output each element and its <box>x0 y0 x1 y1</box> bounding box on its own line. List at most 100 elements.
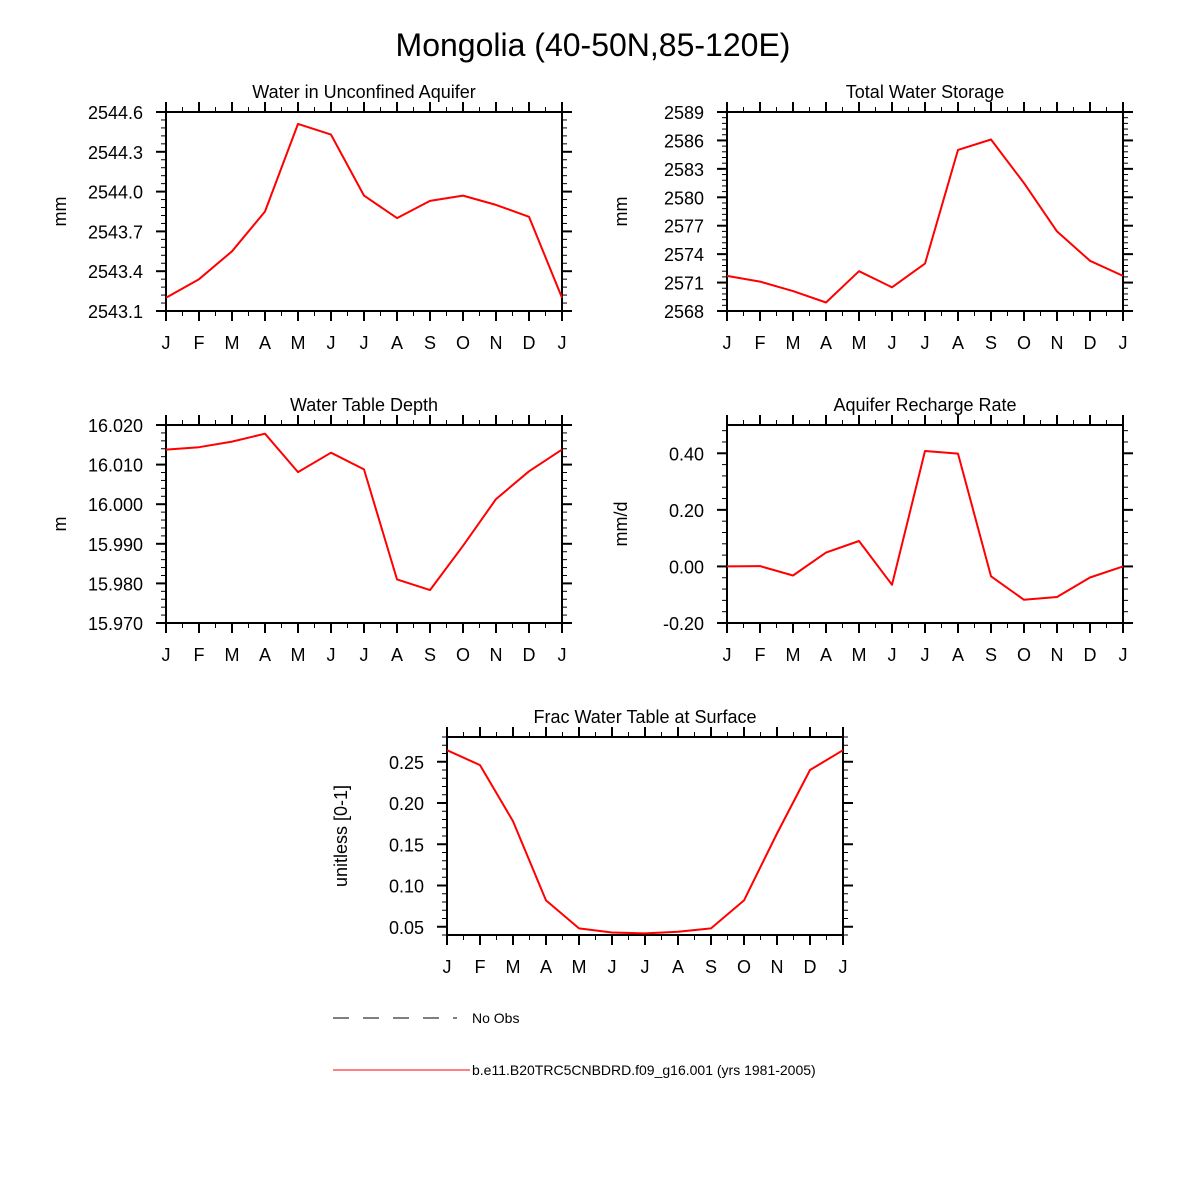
water-table-depth-xtick-label: M <box>225 645 240 665</box>
frac-water-table-at-surface-xtick-label: J <box>839 957 848 977</box>
total-water-storage-ytick-label: 2589 <box>664 103 704 123</box>
water-in-unconfined-aquifer-ytick-label: 2544.3 <box>88 143 143 163</box>
aquifer-recharge-rate-xtick-label: D <box>1084 645 1097 665</box>
aquifer-recharge-rate-ytick-label: 0.20 <box>669 501 704 521</box>
water-table-depth-ytick-label: 16.010 <box>88 456 143 476</box>
water-in-unconfined-aquifer-xtick-label: J <box>327 333 336 353</box>
total-water-storage-xtick-label: N <box>1051 333 1064 353</box>
water-in-unconfined-aquifer-xtick-label: J <box>558 333 567 353</box>
frac-water-table-at-surface-title: Frac Water Table at Surface <box>533 707 756 727</box>
frac-water-table-at-surface-plot-frame <box>446 736 844 936</box>
water-table-depth-ytick-label: 16.000 <box>88 495 143 515</box>
frac-water-table-at-surface-xtick-label: M <box>506 957 521 977</box>
water-in-unconfined-aquifer-ylabel: mm <box>50 197 70 227</box>
water-table-depth-xtick-label: N <box>490 645 503 665</box>
water-in-unconfined-aquifer-ytick-label: 2544.0 <box>88 183 143 203</box>
aquifer-recharge-rate-xtick-label: M <box>786 645 801 665</box>
water-in-unconfined-aquifer-title: Water in Unconfined Aquifer <box>252 82 475 102</box>
frac-water-table-at-surface-xtick-label: S <box>705 957 717 977</box>
frac-water-table-at-surface-ytick-label: 0.15 <box>389 835 424 855</box>
aquifer-recharge-rate-xtick-label: J <box>888 645 897 665</box>
aquifer-recharge-rate-xtick-label: A <box>952 645 964 665</box>
water-in-unconfined-aquifer-series-line-0 <box>165 122 563 299</box>
water-in-unconfined-aquifer-ytick-label: 2543.1 <box>88 302 143 322</box>
total-water-storage-ytick-label: 2577 <box>664 217 704 237</box>
water-in-unconfined-aquifer-ytick-label: 2543.4 <box>88 262 143 282</box>
aquifer-recharge-rate-xtick-label: O <box>1017 645 1031 665</box>
frac-water-table-at-surface-ytick-label: 0.20 <box>389 794 424 814</box>
water-in-unconfined-aquifer-xtick-label: N <box>490 333 503 353</box>
total-water-storage-xtick-label: M <box>852 333 867 353</box>
water-table-depth-title: Water Table Depth <box>290 395 438 415</box>
total-water-storage-series-line-0 <box>726 138 1124 304</box>
total-water-storage-xtick-label: J <box>1119 333 1128 353</box>
total-water-storage-xtick-label: J <box>921 333 930 353</box>
legend-label-no-obs: No Obs <box>472 1010 519 1026</box>
water-in-unconfined-aquifer-xtick-label: M <box>291 333 306 353</box>
water-table-depth-series-line-0 <box>165 432 563 592</box>
total-water-storage-xtick-label: D <box>1084 333 1097 353</box>
frac-water-table-at-surface-xtick-label: D <box>804 957 817 977</box>
aquifer-recharge-rate-ytick-label: 0.00 <box>669 557 704 577</box>
aquifer-recharge-rate-ytick-label: 0.40 <box>669 444 704 464</box>
water-table-depth-ytick-label: 15.980 <box>88 574 143 594</box>
water-table-depth-xtick-label: J <box>360 645 369 665</box>
water-table-depth-xtick-label: J <box>327 645 336 665</box>
panel-frac-water-table-at-surface: Frac Water Table at Surface unitless [0-1… <box>331 707 853 977</box>
legend-label-model: b.e11.B20TRC5CNBDRD.f09_g16.001 (yrs 198… <box>472 1062 816 1078</box>
water-in-unconfined-aquifer-ytick-label: 2544.6 <box>88 103 143 123</box>
figure-title: Mongolia (40-50N,85-120E) <box>396 27 791 63</box>
water-table-depth-xtick-label: O <box>456 645 470 665</box>
water-table-depth-xtick-label: M <box>291 645 306 665</box>
total-water-storage-ytick-label: 2586 <box>664 131 704 151</box>
frac-water-table-at-surface-xtick-label: J <box>641 957 650 977</box>
frac-water-table-at-surface-xtick-label: N <box>771 957 784 977</box>
water-table-depth-ytick-label: 16.020 <box>88 416 143 436</box>
water-table-depth-ytick-label: 15.990 <box>88 535 143 555</box>
frac-water-table-at-surface-ylabel: unitless [0-1] <box>331 785 351 887</box>
frac-water-table-at-surface-ytick-label: 0.25 <box>389 753 424 773</box>
legend: No Obs b.e11.B20TRC5CNBDRD.f09_g16.001 (… <box>333 1010 816 1078</box>
total-water-storage-xtick-label: M <box>786 333 801 353</box>
aquifer-recharge-rate-xtick-label: A <box>820 645 832 665</box>
water-in-unconfined-aquifer-xtick-label: J <box>162 333 171 353</box>
total-water-storage-xtick-label: S <box>985 333 997 353</box>
frac-water-table-at-surface-series-line-0 <box>446 749 844 935</box>
aquifer-recharge-rate-ylabel: mm/d <box>611 502 631 547</box>
aquifer-recharge-rate-series-line-0 <box>726 450 1124 601</box>
frac-water-table-at-surface-xtick-label: O <box>737 957 751 977</box>
aquifer-recharge-rate-xtick-label: J <box>1119 645 1128 665</box>
aquifer-recharge-rate-xtick-label: M <box>852 645 867 665</box>
water-in-unconfined-aquifer-plot-frame <box>165 111 563 312</box>
water-table-depth-plot-frame <box>165 424 563 624</box>
total-water-storage-ytick-label: 2580 <box>664 188 704 208</box>
aquifer-recharge-rate-xtick-label: J <box>723 645 732 665</box>
frac-water-table-at-surface-xtick-label: J <box>608 957 617 977</box>
aquifer-recharge-rate-xtick-label: J <box>921 645 930 665</box>
water-in-unconfined-aquifer-ytick-label: 2543.7 <box>88 222 143 242</box>
water-table-depth-xtick-label: J <box>162 645 171 665</box>
total-water-storage-plot-frame <box>726 111 1124 312</box>
water-table-depth-xtick-label: S <box>424 645 436 665</box>
total-water-storage-xtick-label: F <box>755 333 766 353</box>
aquifer-recharge-rate-xtick-label: N <box>1051 645 1064 665</box>
water-table-depth-ylabel: m <box>50 517 70 532</box>
frac-water-table-at-surface-xtick-label: F <box>475 957 486 977</box>
water-table-depth-ytick-label: 15.970 <box>88 614 143 634</box>
total-water-storage-xtick-label: J <box>723 333 732 353</box>
total-water-storage-ytick-label: 2583 <box>664 160 704 180</box>
water-in-unconfined-aquifer-xtick-label: S <box>424 333 436 353</box>
frac-water-table-at-surface-xtick-label: M <box>572 957 587 977</box>
water-in-unconfined-aquifer-xtick-label: O <box>456 333 470 353</box>
aquifer-recharge-rate-ytick-label: -0.20 <box>663 614 704 634</box>
total-water-storage-title: Total Water Storage <box>846 82 1004 102</box>
total-water-storage-xtick-label: O <box>1017 333 1031 353</box>
water-in-unconfined-aquifer-xtick-label: M <box>225 333 240 353</box>
aquifer-recharge-rate-xtick-label: F <box>755 645 766 665</box>
water-in-unconfined-aquifer-xtick-label: D <box>523 333 536 353</box>
